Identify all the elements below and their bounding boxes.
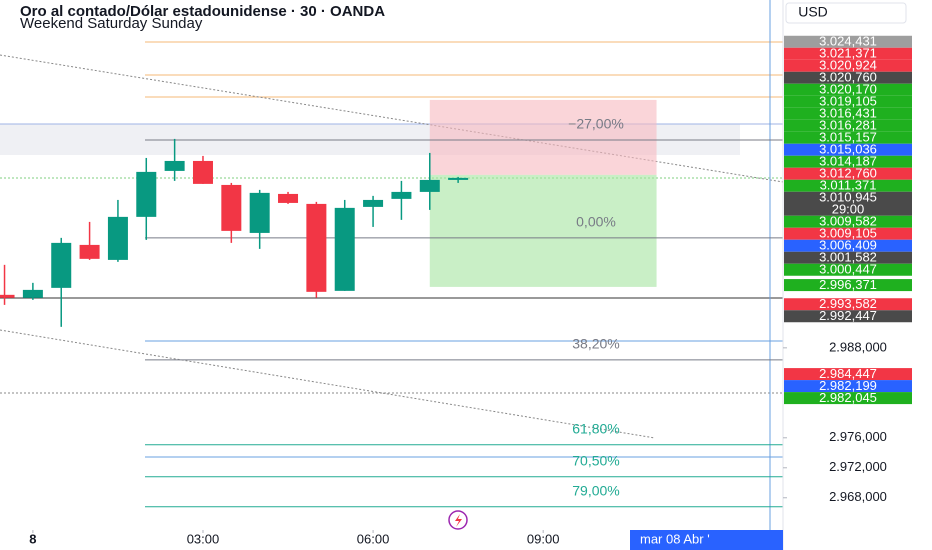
candle-body: [306, 203, 327, 292]
x-tick-label: 06:00: [357, 531, 390, 546]
candle-body: [164, 160, 185, 171]
price-tag-label: 2.993,582: [819, 296, 877, 311]
price-tag: [784, 251, 912, 264]
fib-label: −27,00%: [568, 116, 624, 132]
price-tag-label: 3.015,157: [819, 130, 877, 145]
x-tick-label: 09:00: [527, 531, 560, 546]
price-tag-label: 2.996,371: [819, 277, 877, 292]
candle-body: [22, 289, 43, 298]
price-tag-label: 3.016,281: [819, 118, 877, 133]
y-tick-label: 2.976,000: [829, 429, 887, 444]
fib-label: 70,50%: [572, 452, 619, 468]
x-tick-label: 8: [29, 531, 36, 546]
date-box: [630, 530, 783, 550]
candle-body: [0, 294, 15, 298]
price-tag-label: 3.019,105: [819, 94, 877, 109]
candle-body: [221, 184, 242, 231]
price-tag-label: 3.014,187: [819, 154, 877, 169]
price-tag: [784, 392, 912, 405]
candle-body: [79, 244, 100, 259]
candle-body: [363, 199, 384, 207]
candle-body: [136, 171, 157, 217]
price-tag: [784, 263, 912, 276]
price-tag: [784, 167, 912, 180]
chart-title: Oro al contado/Dólar estadounidense · 30…: [20, 3, 385, 20]
target-zone: [429, 174, 657, 287]
price-tag: [784, 35, 912, 48]
price-tag: [784, 131, 912, 144]
price-tag: [784, 279, 912, 292]
y-tick-label: 2.988,000: [829, 339, 887, 354]
price-tag-label: 2.982,199: [819, 378, 877, 393]
price-tag-label: 2.984,447: [819, 366, 877, 381]
price-tag-label: 3.010,945: [819, 190, 877, 205]
icon-bolt: [455, 514, 462, 527]
price-tag-label: 3.016,431: [819, 106, 877, 121]
price-tag-label: 2.992,447: [819, 308, 877, 323]
candle-body: [51, 242, 72, 288]
price-tag: [784, 155, 912, 168]
candle-body: [278, 193, 299, 203]
candle-body: [249, 192, 270, 233]
icon[interactable]: [448, 510, 468, 530]
price-tag-label: 3.024,431: [819, 34, 877, 49]
price-tag-label: 2.982,045: [819, 390, 877, 405]
currency-button[interactable]: [785, 2, 907, 24]
candle-body: [334, 207, 355, 291]
y-tick-label: 2.972,000: [829, 459, 887, 474]
candle-body: [192, 160, 213, 184]
price-tag-label: 3.020,924: [819, 58, 877, 73]
chart-subtitle: Weekend Saturday Sunday: [20, 15, 203, 32]
price-tag-label: 3.001,582: [819, 250, 877, 265]
price-tag: [784, 107, 912, 120]
fib-label: 79,00%: [572, 482, 619, 498]
price-tag-label: 3.020,760: [819, 70, 877, 85]
x-tick-label: 03:00: [187, 531, 220, 546]
candle-body: [448, 177, 469, 180]
price-tag: [784, 310, 912, 323]
candle-body: [107, 216, 128, 260]
price-tag-label: 3.020,170: [819, 82, 877, 97]
fib-label: 61,80%: [572, 420, 619, 436]
price-tag-label: 3.009,105: [819, 226, 877, 241]
price-tag: [784, 83, 912, 96]
price-tag: [784, 227, 912, 240]
countdown: 29:00: [832, 202, 865, 217]
candle-body: [419, 179, 440, 192]
trend-line: [0, 329, 656, 439]
price-tag-label: 3.015,036: [819, 142, 877, 157]
price-tag: [784, 368, 912, 381]
stop-zone: [429, 99, 657, 175]
price-tag: [784, 71, 912, 84]
price-tag: [784, 380, 912, 393]
price-tag: [784, 95, 912, 108]
currency[interactable]: USD: [798, 4, 828, 20]
price-tag-label: 3.006,409: [819, 238, 877, 253]
price-tag: [784, 191, 912, 216]
price-tag: [784, 298, 912, 311]
y-tick-label: 2.968,000: [829, 489, 887, 504]
price-tag: [784, 143, 912, 156]
price-tag-label: 3.000,447: [819, 262, 877, 277]
fib-label: 38,20%: [572, 336, 619, 352]
price-tag: [784, 239, 912, 252]
date-label: mar 08 Abr ': [640, 531, 710, 546]
price-tag-label: 3.021,371: [819, 46, 877, 61]
price-tag: [784, 47, 912, 60]
price-tag: [784, 215, 912, 228]
price-tag-label: 3.009,582: [819, 214, 877, 229]
price-tag-label: 3.011,371: [820, 178, 877, 193]
candle-body: [391, 191, 412, 199]
price-tag: [784, 119, 912, 132]
plot-area: −27,00% 0,00% 38,20% 61,80% 70,50% 79,00%: [0, 0, 784, 530]
price-tag: [784, 59, 912, 72]
price-tag-label: 3.012,760: [819, 166, 877, 181]
fib-label: 0,00%: [576, 214, 616, 230]
price-tag: [784, 179, 912, 192]
